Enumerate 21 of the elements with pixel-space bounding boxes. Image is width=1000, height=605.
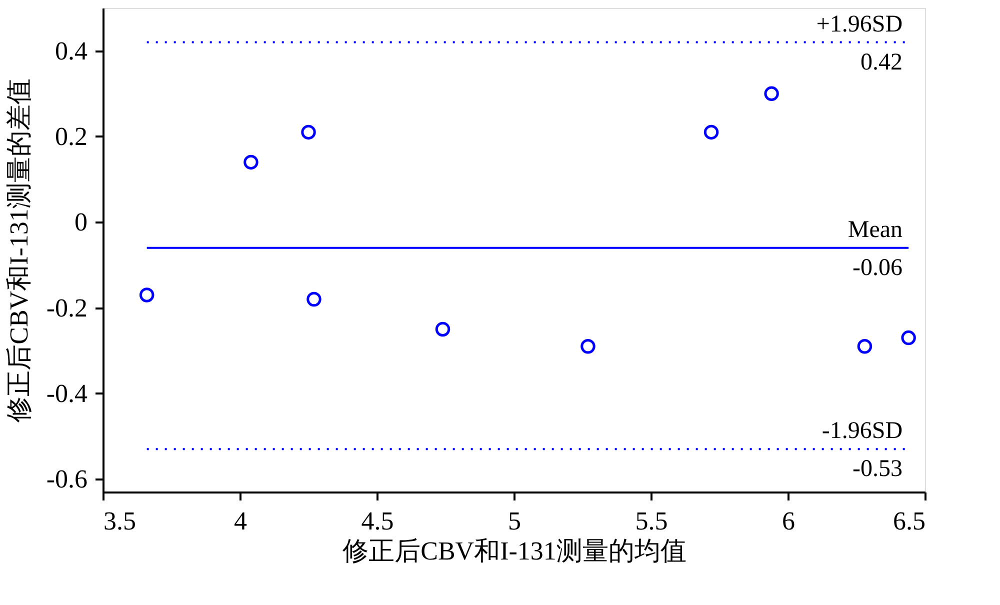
ref-line-label: +1.96SD [816, 11, 903, 38]
y-tick-label: 0 [74, 208, 88, 237]
y-tick-label: -0.6 [46, 464, 88, 494]
y-tick-label: -0.4 [46, 378, 88, 408]
x-tick-label: 5.5 [635, 506, 668, 536]
x-tick-label: 5 [508, 506, 521, 536]
y-tick-label: 0.2 [55, 122, 88, 151]
y-tick-label: -0.2 [46, 293, 88, 322]
ref-line-label: Mean [848, 216, 903, 243]
x-tick-label: 4 [234, 506, 247, 536]
x-tick-label: 6 [782, 506, 795, 536]
y-axis-title: 修正后CBV和I-131测量的差值 [4, 78, 34, 422]
y-tick-label: 0.4 [55, 36, 88, 66]
ref-line-label: -1.96SD [822, 418, 903, 444]
annotation: -0.06 [852, 254, 903, 281]
x-tick-label: 3.5 [104, 506, 136, 536]
x-axis-title: 修正后CBV和I-131测量的均值 [342, 536, 686, 566]
x-tick-label: 6.5 [893, 506, 926, 536]
annotation: -0.53 [852, 456, 903, 482]
x-tick-label: 4.5 [361, 506, 394, 536]
annotation: 0.42 [860, 49, 903, 76]
